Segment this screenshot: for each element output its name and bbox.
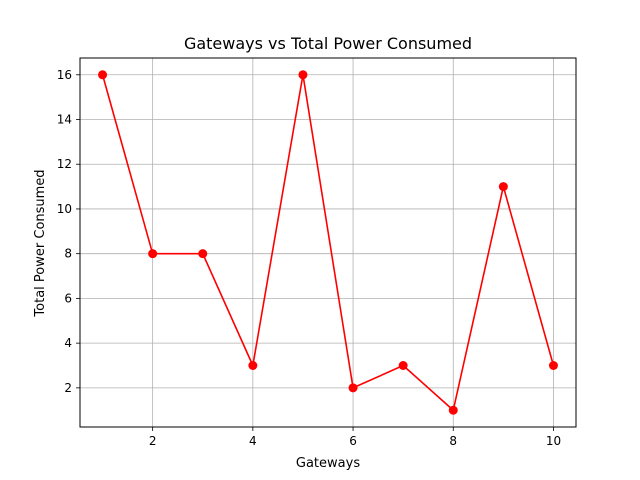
y-axis-label: Total Power Consumed xyxy=(33,169,48,317)
data-point-marker xyxy=(398,361,408,370)
data-point-marker xyxy=(498,182,508,192)
data-point-marker xyxy=(98,70,108,80)
data-point-marker xyxy=(448,405,458,415)
x-tick-label: 2 xyxy=(149,434,157,448)
data-point-marker xyxy=(548,361,558,370)
grid-lines xyxy=(80,58,576,427)
x-tick-label: 4 xyxy=(249,434,257,448)
x-tick-label: 6 xyxy=(349,434,357,448)
axis-ticks: 2 4 6 8 10 2 4 6 8 10 12 14 16 xyxy=(57,68,561,448)
y-tick-label: 2 xyxy=(64,381,72,395)
x-axis-label: Gateways xyxy=(296,456,360,471)
y-tick-label: 4 xyxy=(64,336,72,350)
data-point-marker xyxy=(148,249,158,259)
y-tick-label: 12 xyxy=(57,157,72,171)
x-tick-label: 10 xyxy=(546,434,561,448)
data-point-marker xyxy=(298,70,308,80)
data-point-marker xyxy=(348,383,358,393)
x-tick-label: 8 xyxy=(449,434,457,448)
data-point-marker xyxy=(198,249,208,259)
y-tick-label: 10 xyxy=(57,202,72,216)
y-tick-label: 16 xyxy=(57,68,72,82)
series-group xyxy=(98,70,558,415)
plot-area-frame xyxy=(79,57,577,428)
y-tick-label: 6 xyxy=(64,291,72,305)
y-tick-label: 14 xyxy=(57,113,72,127)
y-tick-label: 8 xyxy=(64,247,72,261)
series-line xyxy=(101,73,555,412)
data-point-marker xyxy=(248,361,258,370)
chart-title: Gateways vs Total Power Consumed xyxy=(184,34,472,53)
